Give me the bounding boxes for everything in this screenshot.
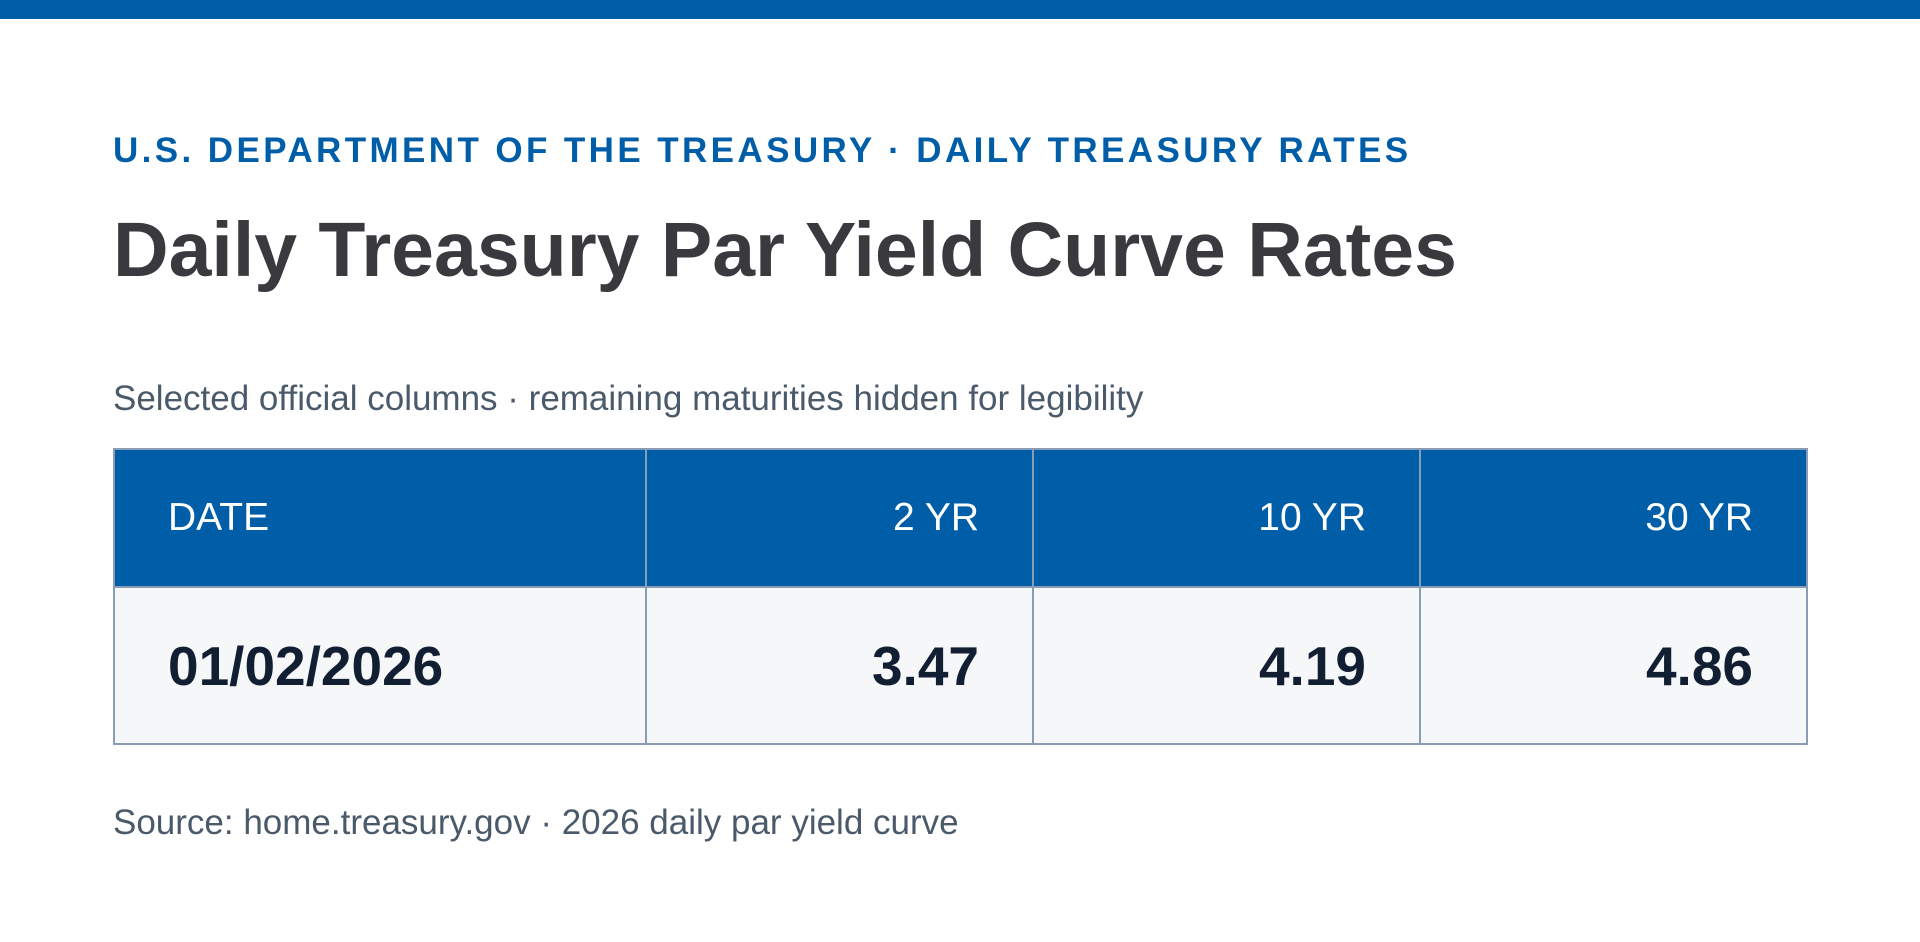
column-header-2yr: 2 YR (645, 448, 1034, 588)
cell-2yr-rate: 3.47 (645, 586, 1034, 745)
table-header: DATE 2 YR 10 YR 30 YR (113, 448, 1808, 588)
column-header-10yr: 10 YR (1032, 448, 1421, 588)
cell-date: 01/02/2026 (113, 586, 647, 745)
column-header-date: DATE (113, 448, 647, 588)
cell-10yr-rate: 4.19 (1032, 586, 1421, 745)
cell-30yr-rate: 4.86 (1419, 586, 1808, 745)
eyebrow-label: U.S. DEPARTMENT OF THE TREASURY · DAILY … (113, 131, 1412, 170)
table-row: 01/02/2026 3.47 4.19 4.86 (113, 586, 1808, 745)
page-title: Daily Treasury Par Yield Curve Rates (113, 207, 1457, 293)
column-header-30yr: 30 YR (1419, 448, 1808, 588)
table-body: 01/02/2026 3.47 4.19 4.86 (113, 586, 1808, 745)
table-caption: Selected official columns · remaining ma… (113, 379, 1144, 418)
yield-rates-table: DATE 2 YR 10 YR 30 YR 01/02/2026 3.47 4.… (113, 448, 1808, 745)
header-row: DATE 2 YR 10 YR 30 YR (113, 448, 1808, 588)
source-note: Source: home.treasury.gov · 2026 daily p… (113, 803, 959, 842)
top-accent-bar (0, 0, 1920, 19)
